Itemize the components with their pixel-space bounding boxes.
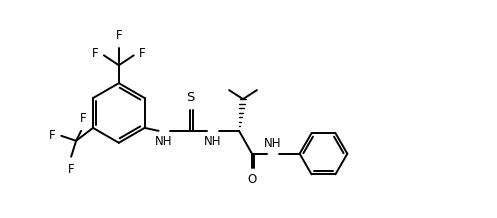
Text: NH: NH [155, 135, 172, 148]
Text: O: O [248, 173, 256, 186]
Text: F: F [139, 47, 145, 60]
Text: F: F [68, 163, 75, 176]
Text: NH: NH [203, 135, 221, 148]
Text: F: F [80, 112, 86, 125]
Text: F: F [115, 29, 122, 43]
Text: F: F [92, 47, 99, 60]
Text: F: F [49, 129, 55, 142]
Text: S: S [186, 91, 194, 104]
Text: NH: NH [264, 137, 282, 150]
